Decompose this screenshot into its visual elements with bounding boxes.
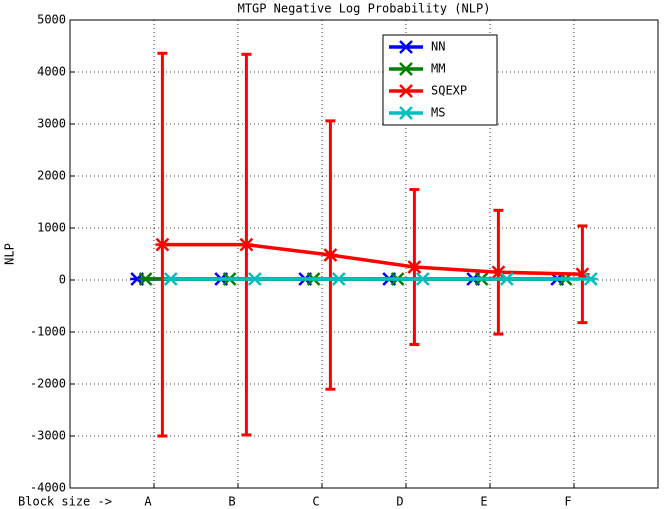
legend-label: NN (431, 40, 445, 54)
x-tick-label: F (564, 495, 571, 509)
y-tick-label: 1000 (37, 221, 66, 235)
marker (407, 260, 422, 274)
x-tick-label: D (396, 495, 403, 509)
x-tick-label: Block size -> (18, 495, 112, 509)
y-tick-label: 2000 (37, 169, 66, 183)
marker (138, 272, 153, 286)
legend-label: MM (431, 62, 445, 76)
x-tick-label: E (480, 495, 487, 509)
y-tick-label: 4000 (37, 65, 66, 79)
marker (323, 248, 338, 262)
marker (247, 272, 262, 286)
x-tick-label: C (312, 495, 319, 509)
legend-label: SQEXP (431, 84, 467, 98)
legend-marker (399, 62, 413, 76)
chart-title: MTGP Negative Log Probability (NLP) (238, 2, 491, 16)
marker (499, 272, 514, 286)
marker (163, 272, 178, 286)
plot-area (69, 19, 659, 489)
marker (239, 237, 254, 252)
y-tick-label: 0 (59, 273, 66, 287)
y-tick-label: -2000 (30, 377, 66, 391)
legend-marker (399, 84, 413, 98)
y-axis-label: NLP (3, 243, 17, 265)
marker (415, 272, 430, 286)
y-tick-label: 3000 (37, 117, 66, 131)
x-tick-label: A (144, 495, 152, 509)
series-line (162, 242, 583, 277)
marker (155, 237, 170, 252)
marker (583, 272, 598, 286)
legend-marker (399, 40, 413, 54)
y-tick-label: -1000 (30, 325, 66, 339)
y-tick-label: -4000 (30, 481, 66, 495)
x-tick-label: B (228, 495, 235, 509)
legend-marker (399, 106, 413, 120)
y-tick-label: -3000 (30, 429, 66, 443)
marker (331, 272, 346, 286)
legend-label: MS (431, 106, 445, 120)
y-tick-label: 5000 (37, 13, 66, 27)
